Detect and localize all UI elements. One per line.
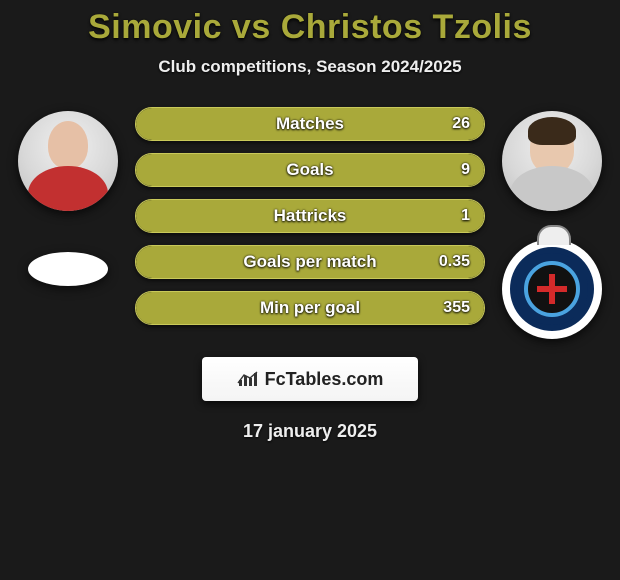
player-left-club-logo <box>18 239 118 339</box>
branding-text: FcTables.com <box>265 369 384 390</box>
stat-bar: Hattricks1 <box>135 199 485 233</box>
stat-value: 355 <box>443 292 470 324</box>
subtitle: Club competitions, Season 2024/2025 <box>0 57 620 77</box>
player-right-club-logo <box>502 239 602 339</box>
club-placeholder-icon <box>28 252 108 286</box>
club-brugge-icon <box>502 239 602 339</box>
player-right-avatar <box>502 111 602 211</box>
page-title: Simovic vs Christos Tzolis <box>0 8 620 47</box>
stat-label: Min per goal <box>136 292 484 324</box>
stat-bar: Matches26 <box>135 107 485 141</box>
date-label: 17 january 2025 <box>0 421 620 442</box>
branding-badge: FcTables.com <box>202 357 418 401</box>
player-left-avatar <box>18 111 118 211</box>
stat-value: 0.35 <box>439 246 470 278</box>
main-row: Matches26 Goals9 Hattricks1 Goals per match… <box>0 105 620 339</box>
stat-bar: Min per goal355 <box>135 291 485 325</box>
stat-bar: Goals9 <box>135 153 485 187</box>
stat-label: Goals per match <box>136 246 484 278</box>
comparison-card: Simovic vs Christos Tzolis Club competit… <box>0 0 620 442</box>
stat-value: 26 <box>452 108 470 140</box>
stat-label: Goals <box>136 154 484 186</box>
player-left-column <box>13 105 123 339</box>
player-right-column <box>497 105 607 339</box>
stat-value: 1 <box>461 200 470 232</box>
stat-value: 9 <box>461 154 470 186</box>
stats-bars: Matches26 Goals9 Hattricks1 Goals per match… <box>135 105 485 325</box>
stat-label: Matches <box>136 108 484 140</box>
stat-bar: Goals per match0.35 <box>135 245 485 279</box>
bar-chart-icon <box>237 370 259 388</box>
stat-label: Hattricks <box>136 200 484 232</box>
